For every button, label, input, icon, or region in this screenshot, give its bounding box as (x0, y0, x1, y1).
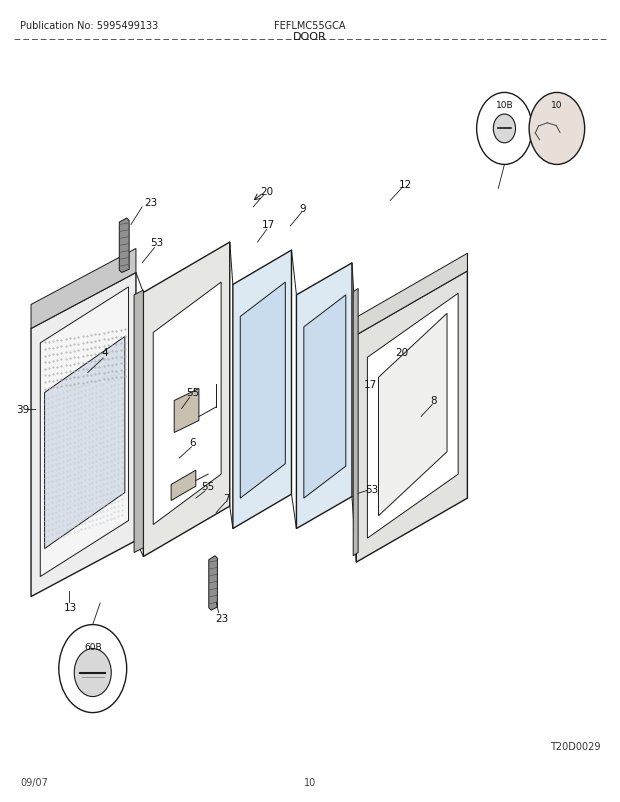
Polygon shape (304, 295, 346, 499)
Text: 9: 9 (299, 205, 306, 214)
Text: FEFLMC55GCA: FEFLMC55GCA (274, 22, 346, 31)
Polygon shape (143, 243, 230, 557)
Polygon shape (153, 283, 221, 525)
Text: 13: 13 (64, 602, 77, 612)
Text: Publication No: 5995499133: Publication No: 5995499133 (20, 22, 158, 31)
Polygon shape (209, 556, 218, 610)
Polygon shape (119, 219, 129, 273)
Polygon shape (40, 287, 128, 577)
Polygon shape (233, 251, 291, 529)
Text: 17: 17 (364, 380, 377, 390)
Text: 7: 7 (223, 493, 230, 504)
Text: 17: 17 (262, 221, 275, 230)
Polygon shape (241, 283, 285, 499)
Circle shape (59, 625, 126, 713)
Text: 60B: 60B (84, 642, 102, 651)
Text: 55: 55 (186, 388, 200, 398)
Polygon shape (171, 471, 196, 501)
Polygon shape (353, 289, 358, 556)
Polygon shape (356, 272, 467, 562)
Circle shape (477, 93, 532, 165)
Text: 8: 8 (430, 396, 436, 406)
Text: DOOR: DOOR (293, 32, 327, 42)
Polygon shape (379, 314, 447, 516)
Text: 39: 39 (16, 404, 30, 414)
Text: 53: 53 (365, 484, 378, 494)
Polygon shape (356, 254, 467, 335)
Circle shape (74, 649, 111, 697)
Text: 4: 4 (102, 348, 108, 358)
Text: 10B: 10B (495, 101, 513, 110)
Text: 09/07: 09/07 (20, 776, 48, 787)
Text: 20: 20 (260, 187, 273, 196)
Text: 10: 10 (551, 101, 562, 110)
Circle shape (529, 93, 585, 165)
Polygon shape (174, 389, 199, 433)
Text: 20: 20 (395, 348, 408, 358)
Polygon shape (134, 290, 143, 553)
Text: 23: 23 (144, 198, 157, 208)
Polygon shape (31, 273, 136, 597)
Text: 53: 53 (150, 237, 164, 248)
Text: 10: 10 (304, 776, 316, 787)
Text: 55: 55 (202, 481, 215, 492)
Polygon shape (31, 249, 136, 329)
Text: 23: 23 (216, 614, 229, 623)
Text: T20D0029: T20D0029 (549, 741, 600, 751)
Polygon shape (296, 264, 352, 529)
Text: 6: 6 (190, 438, 196, 448)
Polygon shape (368, 294, 458, 538)
Text: 12: 12 (399, 180, 412, 190)
Polygon shape (45, 337, 125, 549)
Circle shape (494, 115, 516, 144)
